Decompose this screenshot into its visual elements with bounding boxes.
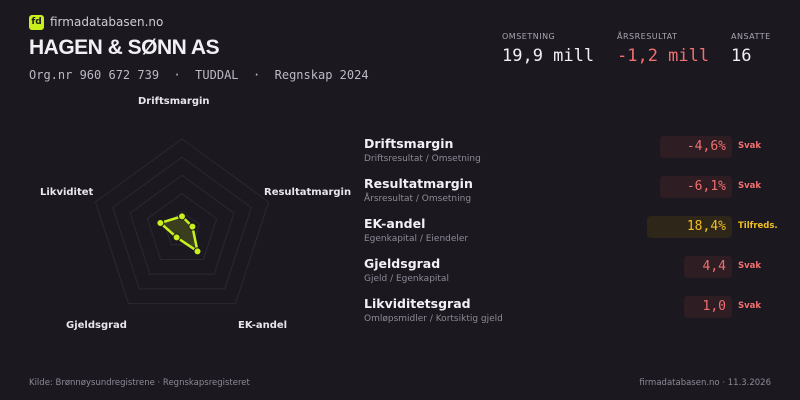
- radar-grid-ring: [129, 174, 235, 275]
- logo-icon: fd: [29, 15, 44, 30]
- metric-formula: Egenkapital / Eiendeler: [364, 234, 469, 244]
- radar-grid-ring: [94, 138, 270, 305]
- radar-label-likviditet: Likviditet: [40, 187, 94, 198]
- radar-point-ek-andel: [193, 247, 202, 256]
- radar-point-resultatmargin: [188, 222, 197, 231]
- metric-formula: Årsresultat / Omsetning: [364, 194, 472, 204]
- kpi-value: 19,9 mill: [502, 46, 595, 66]
- radar-point-driftsmargin: [178, 212, 186, 221]
- radar-label-resultatmargin: Resultatmargin: [264, 187, 352, 198]
- metric-formula: Driftsresultat / Omsetning: [364, 154, 481, 164]
- radar-point-likviditet: [156, 218, 165, 227]
- kpi-value: 16: [731, 46, 752, 66]
- radar-label-driftsmargin: Driftsmargin: [138, 96, 210, 107]
- metric-name: Driftsmargin: [364, 136, 454, 151]
- radar-grid-ring: [112, 156, 252, 290]
- radar-label-ek-andel: EK-andel: [238, 320, 288, 331]
- kpi-arsresultat: ÅRSRESULTAT -1,2 mill: [617, 32, 709, 66]
- footer-source: Kilde: Brønnøysundregistrene · Regnskaps…: [29, 378, 250, 388]
- metric-status: Svak: [738, 181, 762, 191]
- radar-grid-ring: [164, 211, 200, 246]
- radar-chart: [94, 138, 270, 305]
- metric-value: -4,6%: [660, 136, 732, 158]
- kpi-label: ÅRSRESULTAT: [617, 32, 678, 41]
- kpi-value: -1,2 mill: [617, 46, 710, 66]
- metric-name: EK-andel: [364, 216, 426, 231]
- metric-formula: Omløpsmidler / Kortsiktig gjeld: [364, 314, 503, 324]
- kpi-omsetning: OMSETNING 19,9 mill: [502, 32, 594, 66]
- metric-status: Svak: [738, 261, 762, 271]
- company-subtitle: Org.nr 960 672 739 · TUDDAL · Regnskap 2…: [29, 68, 369, 82]
- metric-row: Likviditetsgrad Omløpsmidler / Kortsikti…: [364, 296, 774, 332]
- metric-row: EK-andel Egenkapital / Eiendeler 18,4% T…: [364, 216, 778, 252]
- metric-row: Driftsmargin Driftsresultat / Omsetning …: [364, 136, 774, 172]
- radar-point-gjeldsgrad: [172, 233, 181, 242]
- radar-grid-ring: [146, 192, 218, 260]
- radar-series: [157, 214, 200, 255]
- kpi-label: ANSATTE: [731, 32, 771, 41]
- metric-value: -6,1%: [660, 176, 732, 198]
- metric-value: 1,0: [684, 296, 732, 318]
- footer-site: firmadatabasen.no · 11.3.2026: [639, 378, 771, 388]
- metric-row: Resultatmargin Årsresultat / Omsetning -…: [364, 176, 774, 212]
- kpi-label: OMSETNING: [502, 32, 556, 41]
- metric-name: Resultatmargin: [364, 176, 473, 191]
- metric-value: 4,4: [684, 256, 732, 278]
- radar-label-gjeldsgrad: Gjeldsgrad: [66, 320, 127, 331]
- metric-row: Gjeldsgrad Gjeld / Egenkapital 4,4 Svak: [364, 256, 774, 292]
- metric-status: Svak: [738, 141, 762, 151]
- metric-status: Svak: [738, 301, 762, 311]
- metric-name: Likviditetsgrad: [364, 296, 471, 311]
- kpi-ansatte: ANSATTE 16: [731, 32, 771, 66]
- company-name: HAGEN & SØNN AS: [29, 36, 220, 59]
- metric-name: Gjeldsgrad: [364, 256, 441, 271]
- metric-formula: Gjeld / Egenkapital: [364, 274, 449, 284]
- metric-status: Tilfreds.: [738, 221, 778, 231]
- brand-name[interactable]: firmadatabasen.no: [50, 15, 164, 29]
- metric-value: 18,4%: [647, 216, 732, 238]
